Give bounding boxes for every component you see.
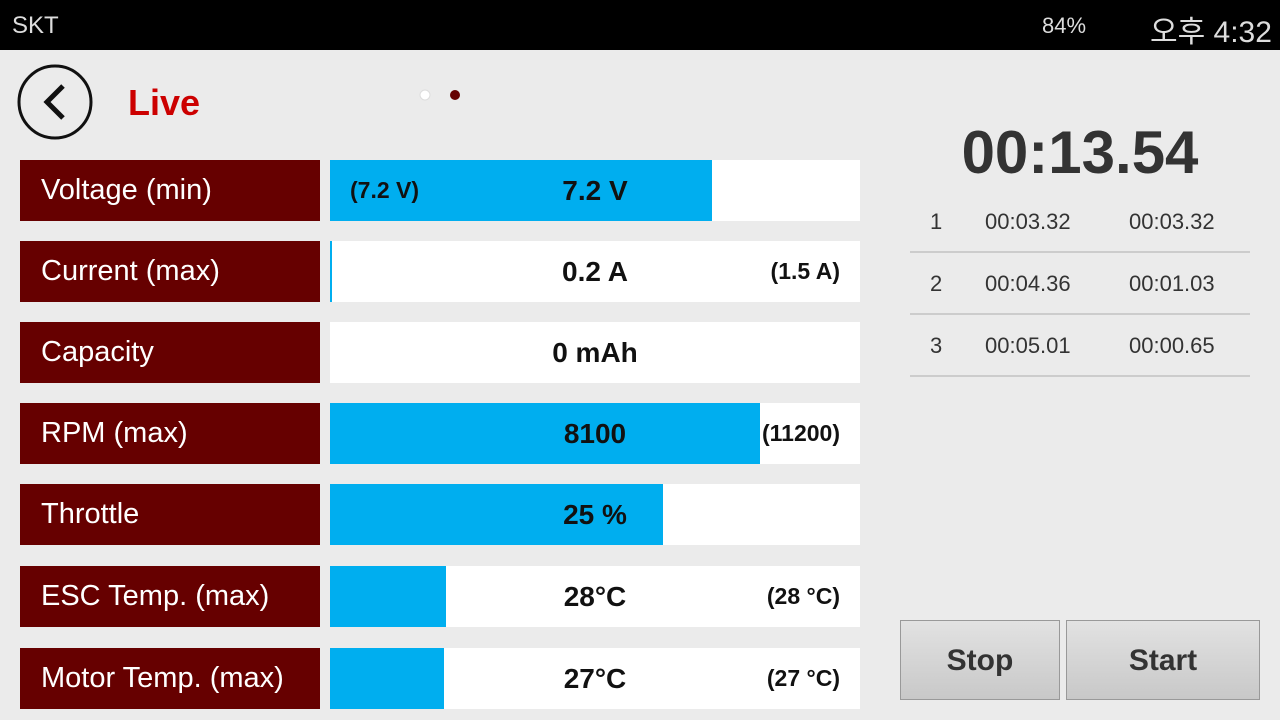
lap-cell: 00:04.36 [985, 271, 1071, 296]
bar-fill [330, 241, 332, 302]
start-button[interactable]: Start [1066, 620, 1260, 700]
bar-fill [330, 160, 712, 221]
row-value: 25 % [563, 499, 627, 530]
row-bar: 25 % [330, 484, 860, 545]
row-value: 0 mAh [552, 337, 638, 368]
lap-cell: 00:03.32 [1129, 209, 1215, 234]
row-bar: 0.2 A (1.5 A) [330, 241, 860, 302]
row-label: Motor Temp. (max) [20, 648, 320, 709]
lap-divider [910, 251, 1250, 253]
page-title: Live [128, 82, 201, 123]
status-bar: SKT 84% 오후 4:32 [0, 0, 1280, 50]
row-extreme: (7.2 V) [350, 177, 420, 203]
row-value: 8100 [563, 418, 627, 449]
row-label: Throttle [20, 484, 320, 545]
row-extreme: (1.5 A) [770, 258, 840, 284]
row-label: Current (max) [20, 241, 320, 302]
row-value: 28°C [563, 581, 627, 612]
row-bar: 27°C (27 °C) [330, 648, 860, 709]
stop-button[interactable]: Stop [900, 620, 1060, 700]
lap-cell: 00:03.32 [985, 209, 1071, 234]
row-bar: 0 mAh [330, 322, 860, 383]
row-label: Capacity [20, 322, 320, 383]
row-extreme: (27 °C) [766, 665, 840, 691]
lap-divider [910, 375, 1250, 377]
lap-cell: 1 [930, 209, 943, 234]
bar-fill [330, 648, 444, 709]
row-label: Voltage (min) [20, 160, 320, 221]
clock: 오후 4:32 [1150, 16, 1272, 49]
row-extreme: (28 °C) [766, 583, 840, 609]
row-extreme: (11200) [761, 420, 840, 446]
row-value: 0.2 A [562, 256, 628, 287]
page-indicator [419, 89, 460, 101]
lap-cell: 00:00.65 [1129, 333, 1215, 358]
back-button[interactable] [16, 63, 96, 143]
lap-cell: 00:01.03 [1129, 271, 1215, 296]
row-value: 7.2 V [562, 175, 628, 206]
row-value: 27°C [563, 663, 627, 694]
lap-cell: 00:05.01 [985, 333, 1071, 358]
row-bar: 8100 (11200) [330, 403, 860, 464]
battery: 84% [1042, 13, 1087, 38]
row-label: ESC Temp. (max) [20, 566, 320, 627]
row-bar: 28°C (28 °C) [330, 566, 860, 627]
row-bar: 7.2 V (7.2 V) [330, 160, 860, 221]
lap-cell: 3 [930, 333, 943, 358]
bar-fill [330, 484, 663, 545]
bar-fill [330, 566, 446, 627]
carrier: SKT [12, 12, 59, 39]
row-label: RPM (max) [20, 403, 320, 464]
timer: 00:13.54 [961, 119, 1199, 186]
lap-divider [910, 313, 1250, 315]
bar-fill [330, 403, 760, 464]
lap-cell: 2 [930, 271, 943, 296]
